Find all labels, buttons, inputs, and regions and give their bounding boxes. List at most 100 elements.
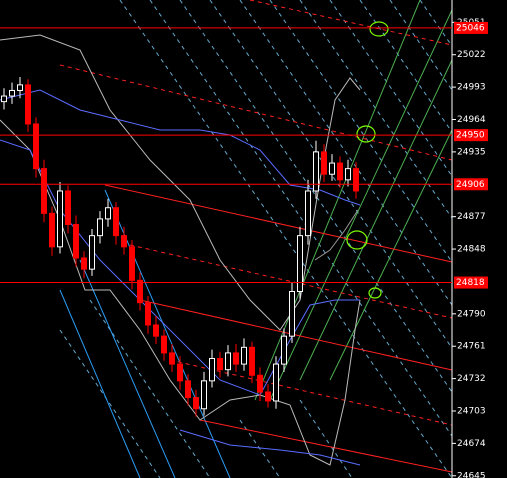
- candle-body: [49, 212, 55, 248]
- level-label: 24906: [456, 180, 485, 190]
- candle-body: [97, 218, 103, 237]
- level-label: 24950: [456, 131, 485, 141]
- candle-body: [33, 123, 39, 170]
- candle-body: [289, 290, 295, 337]
- channel-line: [249, 0, 453, 46]
- circle-marker: [368, 287, 382, 299]
- level-tag: [454, 178, 488, 191]
- fan-line: [419, 0, 453, 47]
- level-label: 24818: [456, 278, 485, 288]
- y-tick-label: 24790: [457, 309, 486, 319]
- level-label: 25046: [456, 23, 485, 33]
- bollinger-lower: [0, 119, 361, 466]
- moving-average: [179, 429, 361, 466]
- circle-marker: [346, 230, 368, 250]
- y-tick-label: 24877: [457, 212, 486, 222]
- moving-average: [0, 89, 361, 206]
- fan-line: [119, 0, 453, 478]
- candle-body: [41, 168, 47, 214]
- y-tick-label: 24964: [457, 115, 486, 125]
- circle-marker: [356, 125, 376, 143]
- channel-line: [129, 244, 453, 319]
- candle-body: [1, 95, 7, 103]
- candle-body: [73, 223, 79, 259]
- candle-body: [273, 363, 279, 402]
- y-tick-label: 24674: [457, 439, 486, 449]
- fan-line: [299, 399, 353, 478]
- candle-body: [81, 257, 87, 270]
- candle-body: [241, 346, 247, 365]
- candle-body: [65, 190, 71, 225]
- y-tick-label: 24993: [457, 83, 486, 93]
- fan-line: [389, 0, 453, 91]
- candle-body: [353, 168, 359, 192]
- candle-body: [249, 346, 255, 376]
- bollinger-upper: [0, 34, 361, 331]
- y-tick-label: 24732: [457, 374, 486, 384]
- moving-average: [0, 139, 360, 396]
- candle-body: [9, 89, 15, 97]
- candle-body: [217, 358, 223, 371]
- candle-body: [17, 84, 23, 91]
- y-tick-label: 24645: [457, 471, 486, 478]
- candle-body: [177, 363, 183, 382]
- candle-body: [321, 151, 327, 175]
- candle-body: [137, 279, 143, 304]
- blue-channel: [59, 189, 231, 478]
- y-tick-label: 24761: [457, 342, 486, 352]
- green-channel: [254, 0, 453, 401]
- candle-body: [129, 246, 135, 281]
- candle-body: [153, 324, 159, 337]
- channel-line: [139, 299, 453, 371]
- red-channel: [59, 0, 453, 473]
- channel-line: [299, 59, 453, 381]
- candle-body: [233, 352, 239, 365]
- y-tick-label: 24935: [457, 147, 486, 157]
- y-tick-label: 24703: [457, 406, 486, 416]
- channel-line: [104, 184, 453, 263]
- fan-line: [149, 0, 453, 437]
- decorations: [0, 0, 453, 478]
- level-tag: [454, 21, 488, 34]
- candle-body: [89, 235, 95, 270]
- candle-body: [257, 374, 263, 393]
- candle-body: [329, 162, 335, 175]
- candle-body: [113, 207, 119, 237]
- candle-body: [209, 358, 215, 382]
- fan-line: [239, 0, 453, 306]
- candle-body: [105, 207, 111, 220]
- channel-line: [269, 9, 453, 401]
- channel-line: [59, 64, 453, 161]
- candle-body: [169, 352, 175, 365]
- channel-line: [59, 289, 141, 478]
- candle-body: [313, 151, 319, 192]
- fan-lines: [59, 0, 453, 478]
- fan-line: [89, 299, 211, 478]
- fan-line: [59, 329, 161, 478]
- candle-body: [121, 235, 127, 248]
- fan-line: [269, 0, 453, 263]
- candle-body: [305, 190, 311, 237]
- circle-marker: [369, 21, 389, 37]
- candle-body: [57, 190, 63, 248]
- candle-body: [225, 352, 231, 371]
- candle-body: [297, 235, 303, 292]
- channel-line: [254, 0, 421, 401]
- candle-body: [345, 168, 351, 181]
- candle-body: [337, 162, 343, 181]
- candle-body: [265, 391, 271, 402]
- level-tag: [454, 129, 488, 142]
- candle-body: [161, 335, 167, 354]
- channel-line: [79, 259, 176, 478]
- channel-line: [199, 419, 453, 473]
- channel-line: [329, 129, 453, 381]
- y-tick-label: 25022: [457, 50, 486, 60]
- candle-body: [145, 302, 151, 326]
- bollinger-mid: [314, 209, 359, 261]
- candle-body: [25, 84, 31, 125]
- markers: [346, 21, 389, 299]
- fan-line: [329, 0, 453, 177]
- level-tag: [454, 276, 488, 289]
